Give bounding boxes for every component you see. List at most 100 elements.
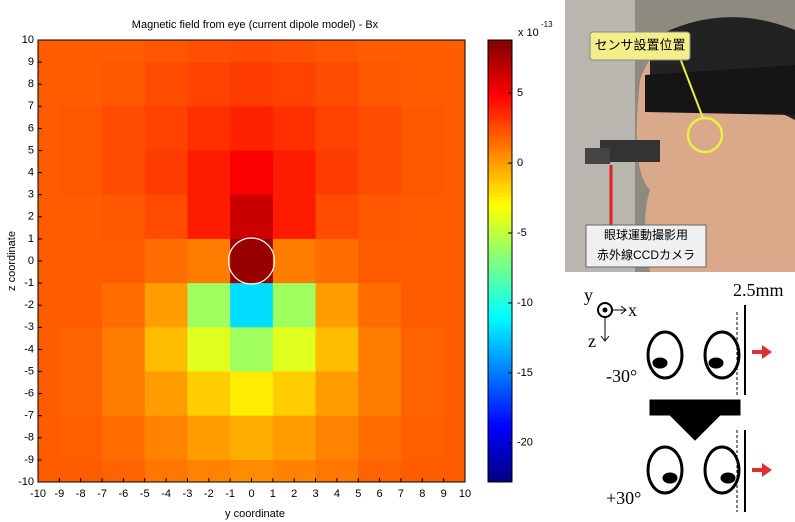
heatmap-cell — [316, 372, 359, 417]
heatmap-cell — [187, 151, 230, 196]
colorbar-tick-label: -5 — [517, 227, 527, 239]
heatmap-cell — [230, 151, 273, 196]
heatmap-cell — [145, 283, 188, 328]
x-tick-label: 7 — [398, 488, 404, 500]
colorbar-segment — [488, 426, 512, 431]
heatmap-cell — [145, 195, 188, 240]
colorbar-segment — [488, 245, 512, 250]
heatmap-cell — [401, 283, 444, 328]
x-tick-label: 9 — [441, 488, 447, 500]
heatmap-cell — [102, 106, 145, 151]
heatmap-cell — [59, 372, 102, 417]
heatmap-cell — [145, 106, 188, 151]
colorbar-segment — [488, 434, 512, 439]
colorbar-segment — [488, 233, 512, 238]
heatmap-cell — [273, 283, 316, 328]
colorbar-segment — [488, 281, 512, 286]
colorbar-segment — [488, 249, 512, 254]
angle-label: -30° — [606, 366, 637, 386]
colorbar-tick-label: -20 — [517, 437, 533, 449]
heatmap-cell — [59, 106, 102, 151]
heatmap-cell — [102, 239, 145, 284]
y-tick-label: 8 — [28, 78, 34, 90]
colorbar-segment — [488, 213, 512, 218]
colorbar-segment — [488, 289, 512, 294]
colorbar-segment — [488, 450, 512, 455]
colorbar-segment — [488, 40, 512, 45]
y-tick-label: 10 — [22, 34, 34, 46]
colorbar-segment — [488, 261, 512, 266]
x-tick-label: 1 — [270, 488, 276, 500]
colorbar-segment — [488, 365, 512, 370]
colorbar-segment — [488, 193, 512, 198]
colorbar-segment — [488, 44, 512, 49]
heatmap-cell — [102, 195, 145, 240]
colorbar-segment — [488, 116, 512, 121]
axis-z-symbol: z — [588, 331, 596, 351]
heatmap-cell — [230, 283, 273, 328]
colorbar-segment — [488, 414, 512, 419]
y-tick-label: -7 — [24, 410, 34, 422]
heatmap-cell — [187, 106, 230, 151]
heatmap-cell — [145, 327, 188, 372]
colorbar-segment — [488, 394, 512, 399]
axis-y-symbol: y — [584, 285, 593, 305]
y-tick-label: -3 — [24, 321, 34, 333]
colorbar-segment — [488, 462, 512, 467]
heatmap-cell — [187, 327, 230, 372]
colorbar-segment — [488, 181, 512, 186]
y-tick-label: -5 — [24, 365, 34, 377]
heatmap-cell — [358, 239, 401, 284]
colorbar-segment — [488, 430, 512, 435]
heatmap-cell — [358, 195, 401, 240]
heatmap-cell — [401, 416, 444, 461]
heatmap-cell — [358, 372, 401, 417]
colorbar-segment — [488, 273, 512, 278]
colorbar-exponent: -13 — [541, 20, 553, 29]
photo: センサ設置位置 眼球運動撮影用 赤外線CCDカメラ — [565, 0, 795, 272]
colorbar-segment — [488, 474, 512, 479]
colorbar-segment — [488, 132, 512, 137]
heatmap-cell — [273, 416, 316, 461]
colorbar-segment — [488, 305, 512, 310]
colorbar-tick-label: -15 — [517, 367, 533, 379]
colorbar-segment — [488, 329, 512, 334]
heatmap-cell — [230, 106, 273, 151]
angle-label: +30° — [606, 488, 641, 508]
colorbar-segment — [488, 349, 512, 354]
heatmap-cell — [358, 151, 401, 196]
chart-title: Magnetic field from eye (current dipole … — [132, 19, 379, 31]
colorbar-segment — [488, 269, 512, 274]
colorbar-segment — [488, 410, 512, 415]
heatmap-cell — [230, 327, 273, 372]
colorbar-segment — [488, 76, 512, 81]
heatmap-cell — [59, 195, 102, 240]
colorbar-segment — [488, 128, 512, 133]
colorbar-segment — [488, 265, 512, 270]
colorbar-segment — [488, 418, 512, 423]
heatmap-cell — [401, 106, 444, 151]
figure: Magnetic field from eye (current dipole … — [0, 0, 795, 522]
colorbar-tick-label: -10 — [517, 297, 533, 309]
y-tick-label: 0 — [28, 255, 34, 267]
heatmap-cell — [358, 416, 401, 461]
colorbar-segment — [488, 120, 512, 125]
heatmap-cell — [187, 62, 230, 107]
y-tick-label: -9 — [24, 454, 34, 466]
y-tick-label: -4 — [24, 343, 34, 355]
colorbar-segment — [488, 313, 512, 318]
heatmap-cell — [59, 327, 102, 372]
heatmap-cell — [401, 327, 444, 372]
y-tick-label: -10 — [18, 476, 34, 488]
x-tick-label: 5 — [355, 488, 361, 500]
colorbar-segment — [488, 253, 512, 258]
heatmap-cell — [102, 372, 145, 417]
colorbar-segment — [488, 398, 512, 403]
heatmap-cell — [59, 283, 102, 328]
colorbar-segment — [488, 390, 512, 395]
x-tick-label: -1 — [225, 488, 235, 500]
colorbar-segment — [488, 386, 512, 391]
colorbar-segment — [488, 402, 512, 407]
colorbar-segment — [488, 470, 512, 475]
colorbar-segment — [488, 361, 512, 366]
